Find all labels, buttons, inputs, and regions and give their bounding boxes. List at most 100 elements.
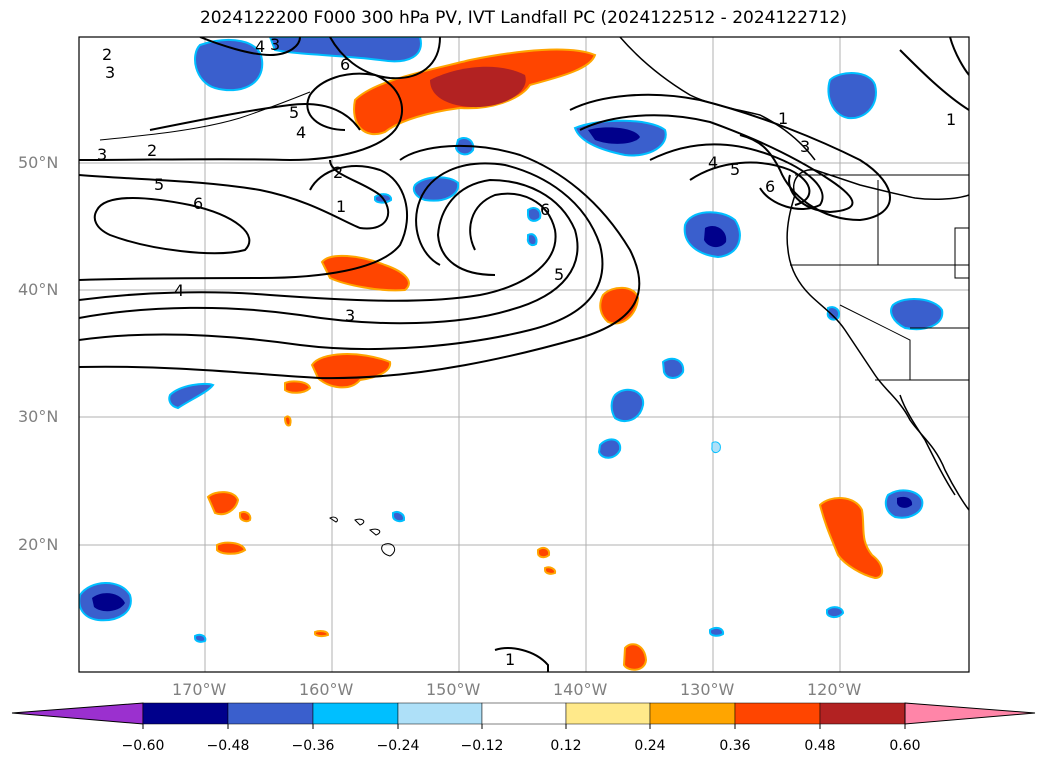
colorbar-tick-label: −0.12 — [460, 738, 504, 754]
pv-contour — [79, 159, 390, 230]
pv-contours — [79, 37, 969, 672]
border-state — [839, 304, 911, 380]
border-state — [954, 227, 969, 279]
colorbar — [11, 702, 1036, 729]
borders — [790, 174, 969, 381]
lon-label: 160°W — [299, 680, 354, 699]
colorbar-tick-label: −0.36 — [291, 738, 335, 754]
pc-patch — [310, 353, 392, 389]
pv-contour — [199, 37, 301, 57]
contour-label: 3 — [270, 35, 280, 54]
pv-contour — [93, 197, 251, 255]
island — [354, 518, 365, 526]
pc-patch — [890, 298, 944, 330]
contour-label: 4 — [708, 153, 718, 172]
lat-label: 40°N — [18, 280, 59, 299]
contour-label: 5 — [554, 265, 564, 284]
pc-patch — [827, 72, 877, 120]
pc-patch — [194, 633, 207, 643]
contour-label: 5 — [154, 175, 164, 194]
pc-patch — [239, 510, 252, 523]
pc-patch — [320, 254, 410, 292]
contour-label: 3 — [800, 137, 810, 156]
pc-patch — [588, 127, 640, 144]
islands — [99, 91, 396, 557]
colorbar-tick-label: 0.36 — [719, 738, 751, 754]
contour-label: 4 — [255, 37, 265, 56]
contour-label: 3 — [97, 145, 107, 164]
contour-label: 6 — [340, 55, 350, 74]
pv-contour — [79, 144, 641, 380]
pc-patch — [826, 606, 845, 619]
colorbar-swatch — [142, 702, 229, 725]
contour-label: 1 — [778, 109, 788, 128]
pc-patch — [597, 438, 622, 459]
colorbar-extend-low — [11, 702, 144, 725]
pc-patch — [283, 415, 292, 427]
colorbar-tick-label: −0.24 — [376, 738, 420, 754]
contour-label: 4 — [174, 281, 184, 300]
colorbar-swatch — [227, 702, 314, 725]
contour-label: 6 — [765, 177, 775, 196]
pc-patch — [527, 207, 542, 222]
pv-contour — [689, 161, 811, 206]
colorbar-swatch — [481, 702, 567, 725]
colorbar-swatch — [565, 702, 651, 725]
pc-patch — [709, 626, 725, 637]
coastlines — [619, 37, 969, 511]
pc-patch — [430, 66, 526, 108]
pc-patch — [818, 497, 884, 580]
gridlines — [79, 37, 969, 672]
pc-patch — [268, 37, 422, 63]
pc-patch — [284, 380, 312, 394]
colorbar-swatch — [397, 702, 483, 725]
pc-patch — [610, 388, 645, 423]
pc-patch — [897, 496, 913, 508]
map-frame — [78, 36, 970, 673]
colorbar-tick-label: 0.48 — [804, 738, 836, 754]
lon-label: 170°W — [172, 680, 227, 699]
coastline-baja — [899, 394, 956, 496]
pc-patch — [537, 546, 551, 559]
colorbar-tick-label: −0.60 — [121, 738, 165, 754]
pv-contour — [494, 647, 549, 672]
pv-contour — [329, 37, 441, 80]
pc-patch — [216, 541, 247, 555]
pc-patch — [544, 566, 557, 575]
coastline-north-america — [786, 169, 969, 511]
positive-pc-patches — [206, 48, 884, 671]
coastline-alaska — [619, 37, 816, 161]
lon-label: 120°W — [807, 680, 862, 699]
pc-patch — [168, 382, 215, 410]
contour-label: 2 — [147, 141, 157, 160]
pc-patch — [526, 233, 538, 247]
colorbar-tick-label: 0.24 — [634, 738, 666, 754]
pv-contour — [79, 162, 604, 350]
island — [381, 543, 396, 557]
lon-label: 130°W — [680, 680, 735, 699]
lon-label: 150°W — [426, 680, 481, 699]
colorbar-swatch — [734, 702, 821, 725]
pv-contour — [79, 165, 409, 281]
pv-contour — [79, 178, 579, 325]
pc-patch — [704, 225, 727, 248]
map-title: 2024122200 F000 300 hPa PV, IVT Landfall… — [199, 8, 847, 28]
pc-patch — [711, 441, 721, 454]
lat-label: 20°N — [18, 535, 59, 554]
contour-label: 5 — [289, 103, 299, 122]
colorbar-swatch — [312, 702, 399, 725]
lat-label: 30°N — [18, 407, 59, 426]
pv-contour — [79, 72, 404, 162]
pc-patch — [314, 630, 330, 638]
pc-patch — [392, 510, 406, 523]
colorbar-tick-label: 0.60 — [889, 738, 921, 754]
colorbar-swatch — [649, 702, 736, 725]
contour-label: 2 — [102, 45, 112, 64]
contour-label: 1 — [336, 197, 346, 216]
lon-label: 140°W — [553, 680, 608, 699]
contour-label: 2 — [333, 163, 343, 182]
island — [329, 516, 338, 523]
colorbar-tick-label: −0.48 — [206, 738, 250, 754]
contour-label: 3 — [345, 306, 355, 325]
